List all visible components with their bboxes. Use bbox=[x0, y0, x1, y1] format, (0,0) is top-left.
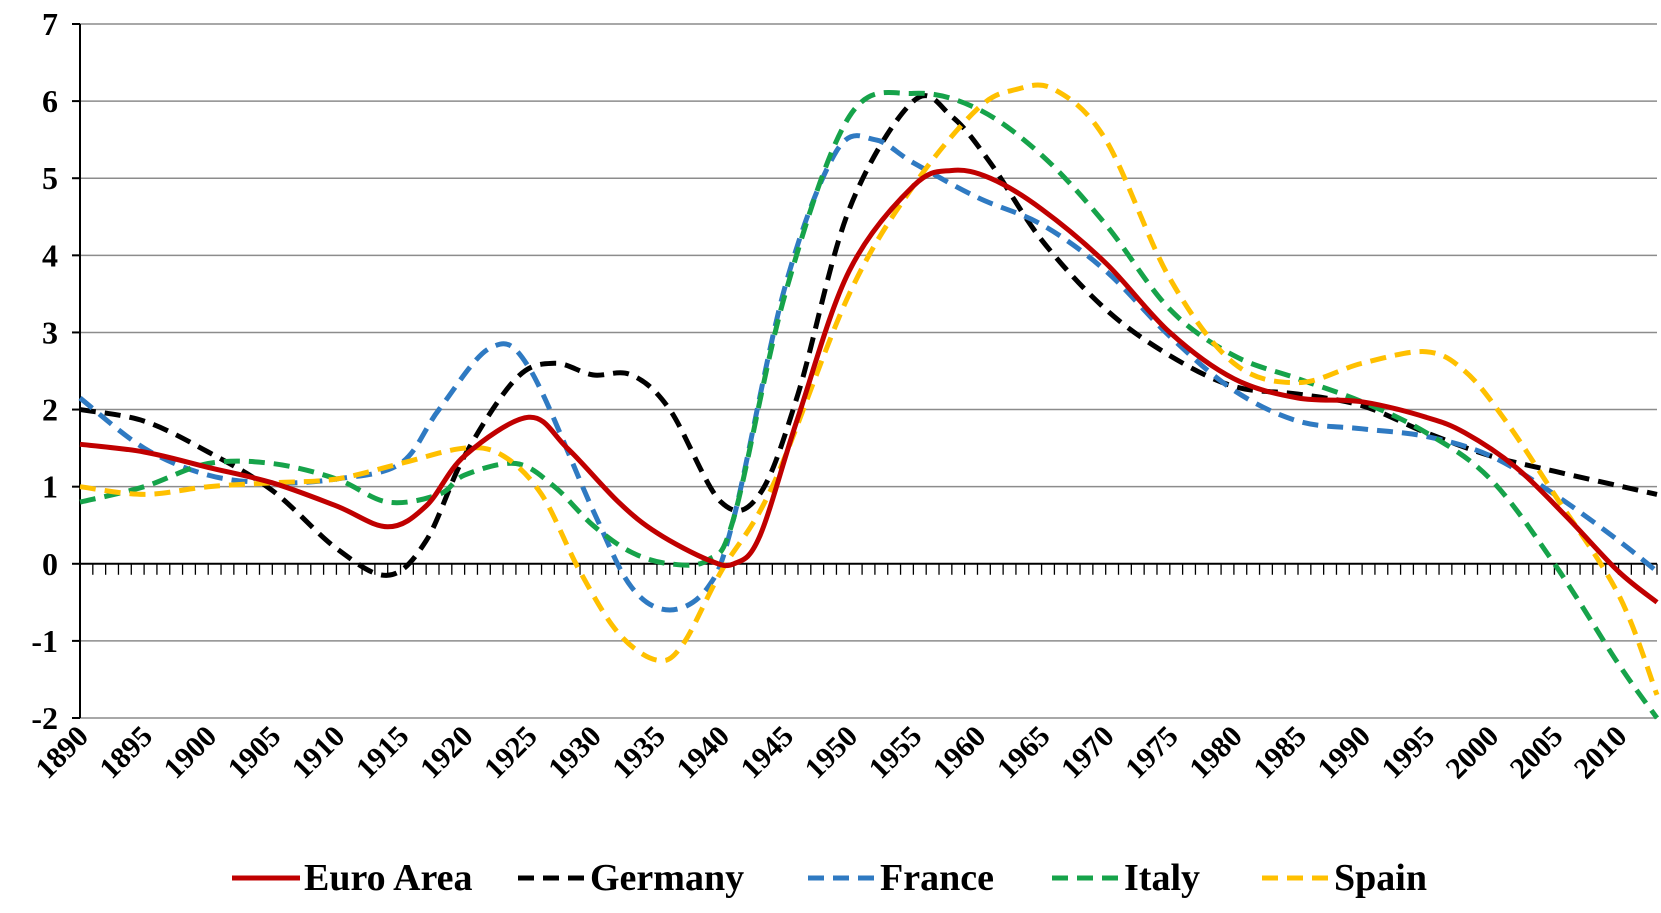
series-line-euro-area bbox=[79, 167, 1659, 605]
y-tick-label: 5 bbox=[42, 160, 58, 196]
x-tick-label: 1945 bbox=[734, 720, 800, 786]
x-tick-label: 1990 bbox=[1311, 720, 1377, 786]
x-tick-labels: 1890189519001905191019151920192519301935… bbox=[29, 720, 1633, 786]
x-tick-label: 1925 bbox=[478, 720, 544, 786]
x-tick-label: 1905 bbox=[222, 720, 288, 786]
x-tick-label: 1980 bbox=[1183, 720, 1249, 786]
x-tick-label: 1895 bbox=[93, 720, 159, 786]
x-tick-label: 1955 bbox=[863, 720, 929, 786]
x-tick-label: 1975 bbox=[1119, 720, 1185, 786]
y-tick-label: 7 bbox=[42, 6, 58, 42]
x-tick-label: 2010 bbox=[1568, 720, 1634, 786]
legend-label-france: France bbox=[880, 857, 994, 899]
y-tick-labels: -2 -1 0 1 2 3 4 5 6 7 bbox=[31, 6, 58, 736]
x-tick-label: 1915 bbox=[350, 720, 416, 786]
y-tick-label: 3 bbox=[42, 314, 58, 350]
y-tick-label: 0 bbox=[42, 546, 58, 582]
legend-label-italy: Italy bbox=[1124, 857, 1200, 899]
x-tick-label: 1985 bbox=[1247, 720, 1313, 786]
legend-label-euro-area: Euro Area bbox=[304, 857, 473, 899]
series-line-germany bbox=[79, 93, 1658, 578]
y-tick-label: 1 bbox=[42, 469, 58, 505]
legend-label-germany: Germany bbox=[590, 857, 744, 899]
y-tick-label: -2 bbox=[31, 700, 58, 736]
legend-label-spain: Spain bbox=[1334, 857, 1427, 899]
x-tick-label: 2005 bbox=[1504, 720, 1570, 786]
x-tick-label: 1900 bbox=[157, 720, 223, 786]
y-tick-label: 6 bbox=[42, 83, 58, 119]
x-tick-label: 1960 bbox=[927, 720, 993, 786]
series-line-italy bbox=[79, 89, 1660, 720]
series-lines bbox=[78, 82, 1660, 720]
y-tick-label: 4 bbox=[42, 237, 58, 273]
series-line-spain bbox=[79, 82, 1660, 696]
y-tick-label: -1 bbox=[31, 623, 58, 659]
gridlines bbox=[80, 23, 1657, 719]
legend: Euro Area Germany France Italy Spain bbox=[232, 857, 1427, 899]
axes bbox=[72, 23, 1658, 719]
series-line-france bbox=[78, 133, 1659, 613]
x-tick-label: 1910 bbox=[286, 720, 352, 786]
y-tick-label: 2 bbox=[42, 392, 58, 428]
x-tick-label: 1940 bbox=[670, 720, 736, 786]
x-tick-label: 1930 bbox=[542, 720, 608, 786]
x-tick-label: 1935 bbox=[606, 720, 672, 786]
x-tick-label: 1965 bbox=[991, 720, 1057, 786]
x-tick-label: 2000 bbox=[1440, 720, 1506, 786]
x-tick-label: 1950 bbox=[798, 720, 864, 786]
x-tick-label: 1970 bbox=[1055, 720, 1121, 786]
x-tick-label: 1995 bbox=[1375, 720, 1441, 786]
x-tick-label: 1920 bbox=[414, 720, 480, 786]
